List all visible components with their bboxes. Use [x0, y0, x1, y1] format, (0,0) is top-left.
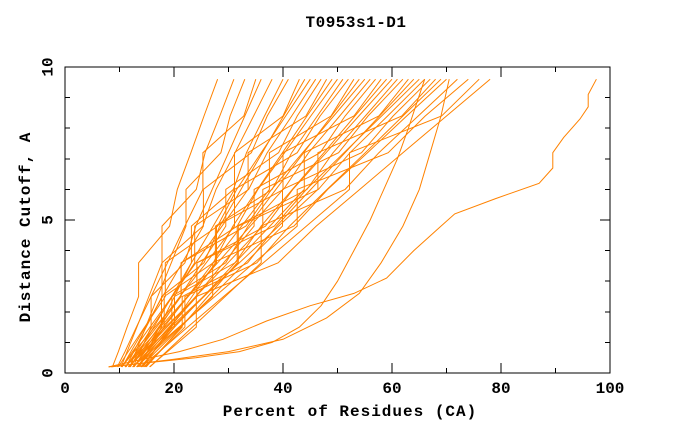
model-line: [121, 78, 328, 368]
y-tick-label: 5: [40, 215, 58, 225]
x-tick-label: 0: [60, 380, 70, 398]
chart-title: T0953s1-D1: [305, 14, 407, 32]
x-tick-label: 100: [596, 380, 625, 398]
model-line: [140, 78, 431, 368]
x-tick-label: 60: [382, 380, 401, 398]
model-line: [137, 78, 376, 368]
model-line: [136, 78, 447, 368]
x-axis-label: Percent of Residues (CA): [222, 403, 478, 421]
model-line: [116, 79, 257, 368]
model-line: [124, 78, 420, 368]
x-tick-label: 40: [273, 380, 292, 398]
model-line: [120, 79, 235, 368]
model-line: [132, 78, 469, 368]
x-tick-label: 20: [164, 380, 183, 398]
model-line: [124, 78, 382, 368]
model-line: [136, 78, 409, 368]
model-line: [132, 78, 262, 368]
model-line: [108, 78, 597, 368]
model-line: [128, 78, 404, 368]
y-tick-label: 0: [40, 368, 58, 378]
model-line: [149, 78, 458, 368]
model-line: [127, 78, 436, 368]
model-line: [137, 78, 333, 368]
model-line: [108, 79, 426, 368]
model-line: [111, 79, 219, 368]
model-line: [143, 78, 442, 368]
model-line: [140, 78, 480, 368]
model-line: [125, 78, 349, 368]
model-line: [129, 78, 300, 368]
model-line: [149, 78, 491, 368]
model-line: [125, 78, 273, 368]
model-line: [129, 78, 338, 368]
model-line: [111, 79, 450, 368]
y-tick-label: 10: [40, 57, 58, 76]
model-line: [117, 78, 311, 368]
x-tick-label: 80: [491, 380, 510, 398]
model-line: [132, 78, 426, 368]
